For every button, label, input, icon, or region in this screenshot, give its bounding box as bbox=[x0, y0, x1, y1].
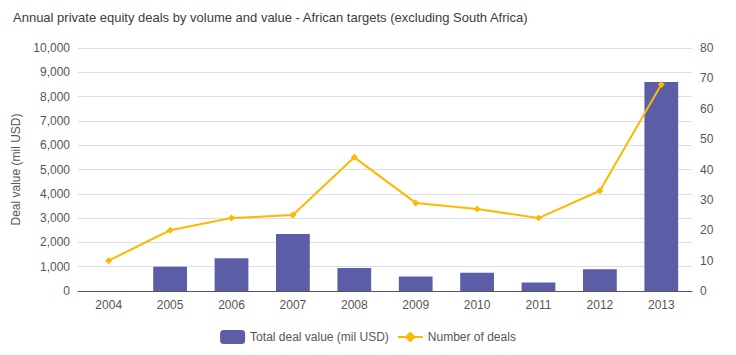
svg-text:70: 70 bbox=[700, 71, 714, 85]
svg-text:2008: 2008 bbox=[341, 298, 368, 312]
svg-text:1,000: 1,000 bbox=[40, 260, 70, 274]
svg-text:2010: 2010 bbox=[464, 298, 491, 312]
svg-text:10,000: 10,000 bbox=[33, 41, 70, 55]
svg-text:80: 80 bbox=[700, 41, 714, 55]
svg-text:60: 60 bbox=[700, 102, 714, 116]
svg-text:0: 0 bbox=[700, 284, 707, 298]
svg-text:2,000: 2,000 bbox=[40, 235, 70, 249]
svg-text:50: 50 bbox=[700, 132, 714, 146]
svg-text:9,000: 9,000 bbox=[40, 65, 70, 79]
svg-text:Total deal value (mil USD): Total deal value (mil USD) bbox=[250, 330, 389, 344]
svg-text:30: 30 bbox=[700, 193, 714, 207]
svg-text:40: 40 bbox=[700, 163, 714, 177]
svg-text:4,000: 4,000 bbox=[40, 187, 70, 201]
svg-text:2012: 2012 bbox=[587, 298, 614, 312]
svg-text:2013: 2013 bbox=[648, 298, 675, 312]
svg-text:3,000: 3,000 bbox=[40, 211, 70, 225]
svg-text:6,000: 6,000 bbox=[40, 138, 70, 152]
svg-text:10: 10 bbox=[700, 254, 714, 268]
svg-text:Deal value (mil USD): Deal value (mil USD) bbox=[9, 113, 23, 225]
svg-text:20: 20 bbox=[700, 223, 714, 237]
svg-text:2007: 2007 bbox=[280, 298, 307, 312]
svg-text:Number of deals: Number of deals bbox=[428, 330, 516, 344]
svg-text:2009: 2009 bbox=[402, 298, 429, 312]
svg-text:2005: 2005 bbox=[157, 298, 184, 312]
svg-text:2004: 2004 bbox=[95, 298, 122, 312]
svg-text:8,000: 8,000 bbox=[40, 90, 70, 104]
svg-text:2011: 2011 bbox=[526, 298, 552, 312]
svg-text:5,000: 5,000 bbox=[40, 163, 70, 177]
svg-text:Annual private equity deals by: Annual private equity deals by volume an… bbox=[13, 10, 528, 25]
svg-text:7,000: 7,000 bbox=[40, 114, 70, 128]
svg-text:2006: 2006 bbox=[218, 298, 245, 312]
svg-text:0: 0 bbox=[63, 284, 70, 298]
